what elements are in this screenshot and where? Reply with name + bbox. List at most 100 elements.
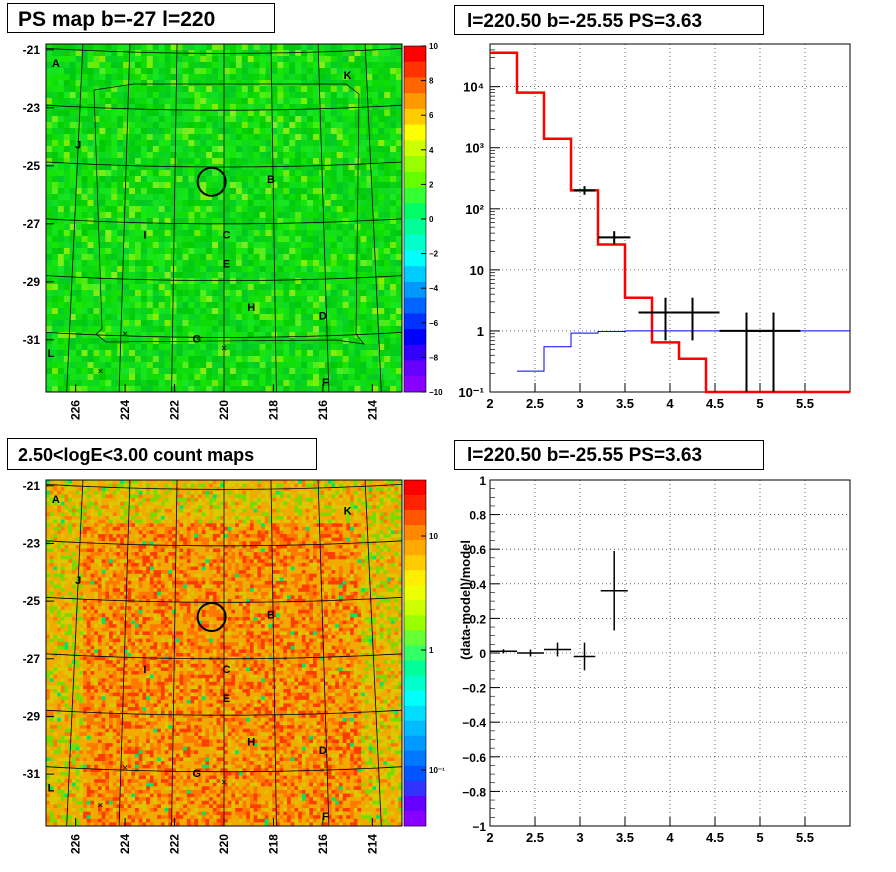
map-pixel bbox=[146, 308, 154, 315]
map-pixel bbox=[152, 104, 160, 111]
map-pixel bbox=[60, 588, 65, 593]
map-pixel bbox=[69, 296, 76, 303]
map-pixel bbox=[152, 332, 160, 339]
map-pixel bbox=[63, 188, 71, 195]
map-pixel bbox=[372, 104, 379, 111]
map-pixel bbox=[348, 194, 355, 201]
map-pixel bbox=[218, 116, 225, 123]
map-pixel bbox=[194, 308, 201, 315]
map-pixel bbox=[60, 768, 65, 773]
map-pixel bbox=[71, 728, 76, 733]
map-pixel bbox=[99, 284, 106, 291]
map-pixel bbox=[384, 272, 391, 279]
map-pixel bbox=[57, 290, 65, 297]
map-pixel bbox=[71, 530, 76, 535]
map-pixel bbox=[229, 302, 237, 309]
map-pixel bbox=[176, 308, 183, 315]
map-pixel bbox=[140, 284, 148, 291]
map-pixel bbox=[99, 278, 106, 285]
map-pixel bbox=[53, 490, 58, 495]
map-pixel bbox=[224, 62, 231, 69]
map-pixel bbox=[60, 739, 65, 744]
map-pixel bbox=[105, 56, 112, 63]
map-pixel bbox=[342, 380, 349, 387]
map-pixel bbox=[194, 248, 201, 255]
map-pixel bbox=[57, 638, 62, 643]
map-pixel bbox=[117, 44, 124, 51]
map-pixel bbox=[83, 580, 88, 585]
map-pixel bbox=[63, 314, 71, 321]
map-pixel bbox=[170, 296, 177, 303]
map-pixel bbox=[64, 757, 69, 762]
map-pixel bbox=[105, 368, 112, 375]
map-pixel bbox=[342, 188, 349, 195]
map-pixel bbox=[366, 146, 373, 153]
map-pixel bbox=[212, 86, 219, 93]
map-pixel bbox=[206, 80, 213, 87]
map-pixel bbox=[253, 218, 260, 225]
map-pixel bbox=[71, 562, 76, 567]
map-pixel bbox=[117, 386, 124, 393]
map-pixel bbox=[129, 338, 136, 345]
map-pixel bbox=[164, 242, 171, 249]
map-pixel bbox=[81, 386, 88, 393]
map-pixel bbox=[60, 580, 65, 585]
map-pixel bbox=[342, 74, 349, 81]
map-pixel bbox=[117, 74, 124, 81]
map-pixel bbox=[71, 717, 76, 722]
map-pixel bbox=[259, 272, 266, 279]
map-pixel bbox=[283, 200, 290, 207]
map-pixel bbox=[235, 278, 243, 285]
map-pixel bbox=[194, 380, 201, 387]
map-pixel bbox=[57, 541, 62, 546]
map-pixel bbox=[271, 104, 278, 111]
map-pixel bbox=[366, 350, 373, 357]
map-pixel bbox=[360, 344, 367, 351]
map-pixel bbox=[123, 218, 130, 225]
map-pixel bbox=[301, 140, 308, 147]
map-pixel bbox=[51, 380, 59, 387]
map-pixel bbox=[348, 338, 355, 345]
map-pixel bbox=[68, 580, 73, 585]
map-pixel bbox=[46, 314, 53, 321]
map-pixel bbox=[68, 588, 73, 593]
map-pixel bbox=[135, 362, 142, 369]
map-pixel bbox=[146, 164, 154, 171]
map-pixel bbox=[170, 146, 177, 153]
map-pixel bbox=[170, 44, 177, 51]
map-pixel bbox=[94, 789, 99, 794]
map-pixel bbox=[271, 62, 278, 69]
map-pixel bbox=[182, 272, 189, 279]
map-pixel bbox=[79, 753, 84, 758]
map-pixel bbox=[366, 164, 373, 171]
map-pixel bbox=[318, 302, 326, 309]
map-pixel bbox=[90, 685, 95, 690]
map-pixel bbox=[64, 566, 69, 571]
map-pixel bbox=[253, 170, 260, 177]
map-pixel bbox=[318, 254, 326, 261]
map-pixel bbox=[277, 158, 284, 165]
map-pixel bbox=[354, 152, 361, 159]
map-pixel bbox=[366, 224, 373, 231]
map-pixel bbox=[60, 555, 65, 560]
map-pixel bbox=[372, 386, 379, 393]
map-pixel bbox=[206, 128, 213, 135]
map-pixel bbox=[86, 721, 91, 726]
map-pixel bbox=[135, 200, 142, 207]
map-pixel bbox=[158, 56, 165, 63]
map-pixel bbox=[170, 344, 177, 351]
map-pixel bbox=[81, 350, 88, 357]
map-pixel bbox=[396, 218, 403, 225]
map-pixel bbox=[206, 326, 213, 333]
map-pixel bbox=[170, 98, 177, 105]
map-pixel bbox=[324, 50, 332, 57]
map-pixel bbox=[378, 362, 385, 369]
map-pixel bbox=[253, 104, 260, 111]
map-pixel bbox=[123, 104, 130, 111]
map-pixel bbox=[75, 732, 80, 737]
map-pixel bbox=[348, 122, 355, 129]
map-pixel bbox=[90, 490, 95, 495]
map-pixel bbox=[86, 746, 91, 751]
map-pixel bbox=[188, 254, 195, 261]
map-pixel bbox=[176, 62, 183, 69]
